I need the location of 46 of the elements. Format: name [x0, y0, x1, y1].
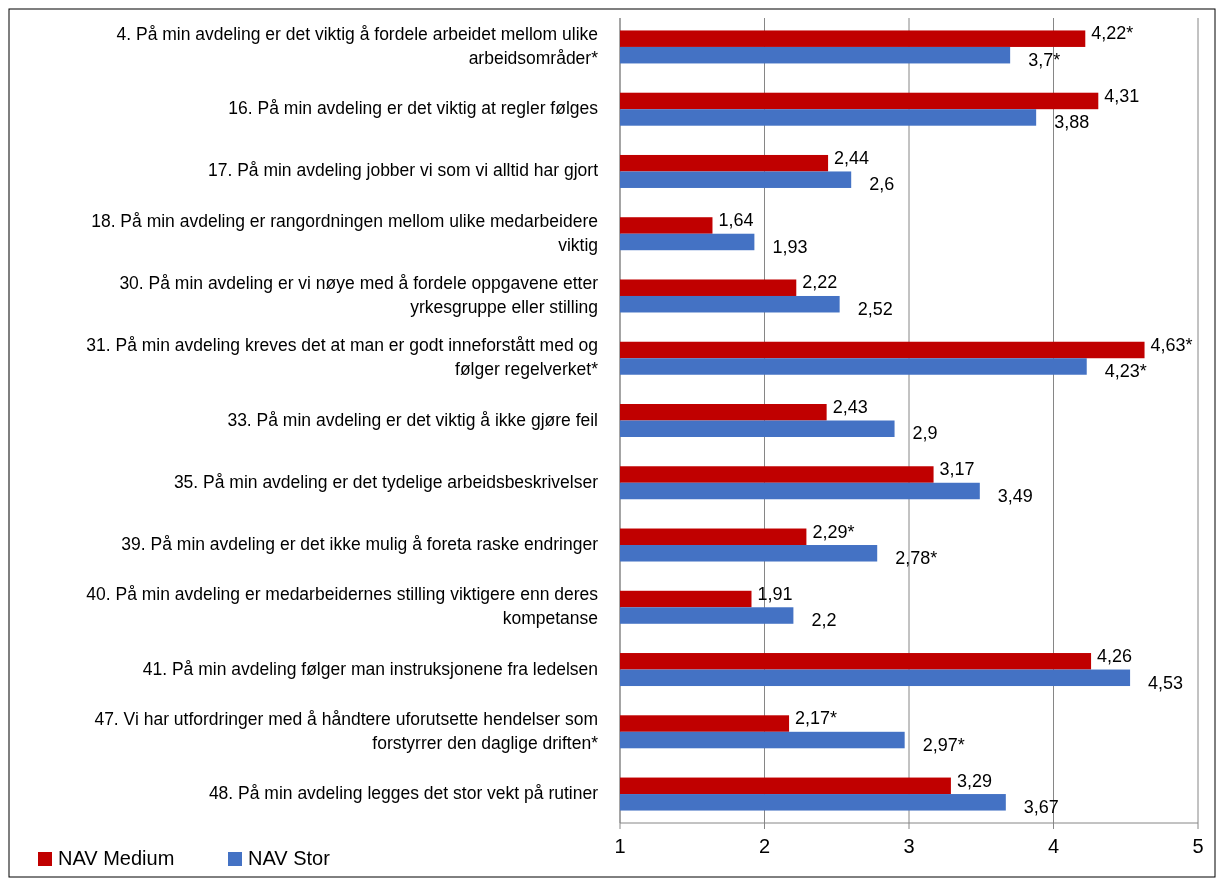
y-tick-label: 30. På min avdeling er vi nøye med å fordele oppgavene etter yrkesgruppe eller stilling — [119, 272, 599, 317]
data-label: 2,2 — [811, 610, 837, 631]
data-label: 4,22* — [1091, 23, 1134, 44]
x-tick-label: 5 — [1192, 835, 1204, 857]
data-label: 1,93 — [772, 236, 808, 257]
data-label: 4,53 — [1148, 672, 1184, 693]
y-tick-label: 33. På min avdeling er det viktig å ikke gjøre feil — [227, 409, 598, 430]
data-label: 3,49 — [997, 485, 1033, 506]
data-label: 4,63* — [1150, 334, 1193, 355]
data-label: 3,88 — [1054, 112, 1090, 133]
data-label: 1,91 — [757, 583, 793, 604]
y-tick-label: 39. På min avdeling er det ikke mulig å foreta raske endringer — [121, 533, 599, 554]
y-tick-label: 35. På min avdeling er det tydelige arbeidsbeskrivelser — [173, 471, 599, 492]
data-label: 2,22 — [802, 272, 838, 293]
y-tick-label: 17. På min avdeling jobber vi som vi alltid har gjort — [207, 160, 599, 181]
data-label: 4,23* — [1104, 361, 1147, 382]
y-tick-label: 48. På min avdeling legges det stor vekt på rutiner — [208, 782, 599, 803]
data-label: 2,43 — [832, 397, 868, 417]
data-label: 2,97* — [922, 734, 965, 755]
data-label: 1,64 — [718, 210, 754, 231]
x-tick-label: 2 — [758, 835, 771, 857]
y-tick-label: 47. Vi har utfordringer med å håndtere uforutsette hendelser som forstyrrer den daglige driften* — [94, 708, 599, 753]
data-label: 2,44 — [834, 147, 870, 168]
data-label: 3,17 — [939, 459, 975, 480]
data-label: 4,26 — [1097, 646, 1133, 667]
data-label: 4,31 — [1104, 85, 1140, 106]
data-label: 2,29* — [812, 521, 855, 542]
y-tick-label: 4. På min avdeling er det viktig å fordele arbeidet mellom ulike arbeidsområder* — [116, 23, 599, 68]
data-label: 3,29 — [956, 770, 992, 791]
data-label: 2,78* — [895, 548, 938, 569]
data-label: 3,67 — [1023, 797, 1059, 818]
legend-label: NAV Medium — [58, 847, 175, 870]
data-label: 2,52 — [857, 298, 893, 319]
y-tick-label: 16. På min avdeling er det viktig at regler følges — [228, 97, 599, 118]
y-tick-label: 31. På min avdeling kreves det at man er godt inneforstått med og følger regelverket* — [86, 334, 599, 379]
data-label: 2,17* — [795, 708, 838, 729]
legend-label: NAV Stor — [248, 847, 331, 870]
data-label: 3,7* — [1028, 49, 1061, 70]
data-label: 2,6 — [869, 174, 895, 195]
data-label: 2,9 — [912, 423, 938, 444]
y-tick-label: 18. På min avdeling er rangordningen mellom ulike medarbeidere viktig — [91, 210, 598, 255]
y-tick-label: 40. På min avdeling er medarbeidernes stilling viktigere enn deres kompetanse — [86, 583, 599, 628]
x-tick-label: 4 — [1047, 835, 1060, 857]
x-tick-label: 1 — [614, 835, 626, 857]
y-tick-label: 41. På min avdeling følger man instruksjonene fra ledelsen — [142, 658, 598, 679]
x-tick-label: 3 — [903, 835, 915, 857]
